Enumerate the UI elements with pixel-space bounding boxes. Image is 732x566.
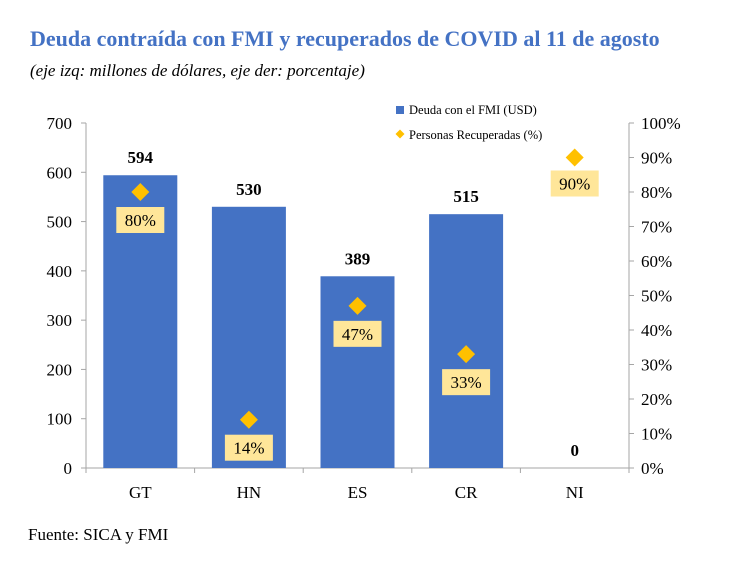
chart-legend: Deuda con el FMI (USD) Personas Recupera… — [395, 103, 542, 142]
right-tick-label: 80% — [641, 183, 672, 202]
right-tick-label: 40% — [641, 321, 672, 340]
left-tick-label: 100 — [47, 410, 73, 429]
right-tick-label: 10% — [641, 425, 672, 444]
legend-diamond-icon — [395, 129, 405, 139]
bar-value-label: 389 — [345, 249, 371, 268]
bar-value-label: 515 — [453, 187, 479, 206]
x-tick-label: HN — [237, 483, 262, 502]
legend-bar-label: Deuda con el FMI (USD) — [409, 103, 537, 117]
marker-label-box — [224, 434, 273, 461]
right-tick-label: 70% — [641, 218, 672, 237]
bar-value-labels: 594 530 389 515 0 — [128, 148, 579, 460]
left-tick-label: 200 — [47, 360, 73, 379]
chart-axes: 0 100 200 300 400 500 600 700 0% 10% 20% 30% 40% 50% 6… — [47, 114, 681, 502]
marker-label-box — [442, 369, 491, 396]
marker-value-label: 90% — [559, 175, 590, 194]
right-tick-label: 0% — [641, 459, 664, 478]
bar — [211, 206, 286, 469]
right-tick-label: 30% — [641, 356, 672, 375]
source-note: Fuente: SICA y FMI — [28, 525, 169, 544]
right-tick-label: 100% — [641, 114, 681, 133]
recovered-diamond-marker — [565, 148, 584, 167]
marker-label-box — [333, 320, 382, 347]
x-tick-label: CR — [455, 483, 478, 502]
marker-value-label: 33% — [451, 373, 482, 392]
marker-value-label: 80% — [125, 211, 156, 230]
x-tick-label: ES — [348, 483, 368, 502]
right-tick-label: 60% — [641, 252, 672, 271]
left-tick-label: 0 — [64, 459, 73, 478]
recovered-diamond-marker — [348, 296, 367, 315]
recovered-diamond-marker — [457, 345, 476, 364]
bar-value-label: 594 — [128, 148, 154, 167]
marker-label-box — [116, 207, 165, 233]
marker-series: 80% 14% 47% 33% 90% — [116, 148, 599, 461]
left-tick-label: 700 — [47, 114, 73, 133]
recovered-diamond-marker — [131, 183, 150, 201]
marker-label-box — [550, 170, 599, 197]
right-tick-label: 50% — [641, 287, 672, 306]
left-tick-label: 300 — [47, 311, 73, 330]
legend-bar-swatch — [396, 106, 404, 114]
marker-value-label: 47% — [342, 325, 373, 344]
bar-value-label: 0 — [570, 441, 579, 460]
left-tick-label: 600 — [47, 163, 73, 182]
marker-value-label: 14% — [233, 439, 264, 458]
left-tick-label: 400 — [47, 262, 73, 281]
x-tick-label: NI — [566, 483, 584, 502]
right-tick-label: 20% — [641, 390, 672, 409]
right-tick-label: 90% — [641, 149, 672, 168]
recovered-diamond-marker — [239, 410, 258, 429]
legend-marker-label: Personas Recuperadas (%) — [409, 128, 542, 142]
x-tick-label: GT — [129, 483, 152, 502]
chart-subtitle: (eje izq: millones de dólares, eje der: … — [30, 61, 365, 80]
left-tick-label: 500 — [47, 213, 73, 232]
chart-title: Deuda contraída con FMI y recuperados de… — [30, 26, 660, 51]
bar — [429, 214, 504, 468]
bar-value-label: 530 — [236, 180, 262, 199]
